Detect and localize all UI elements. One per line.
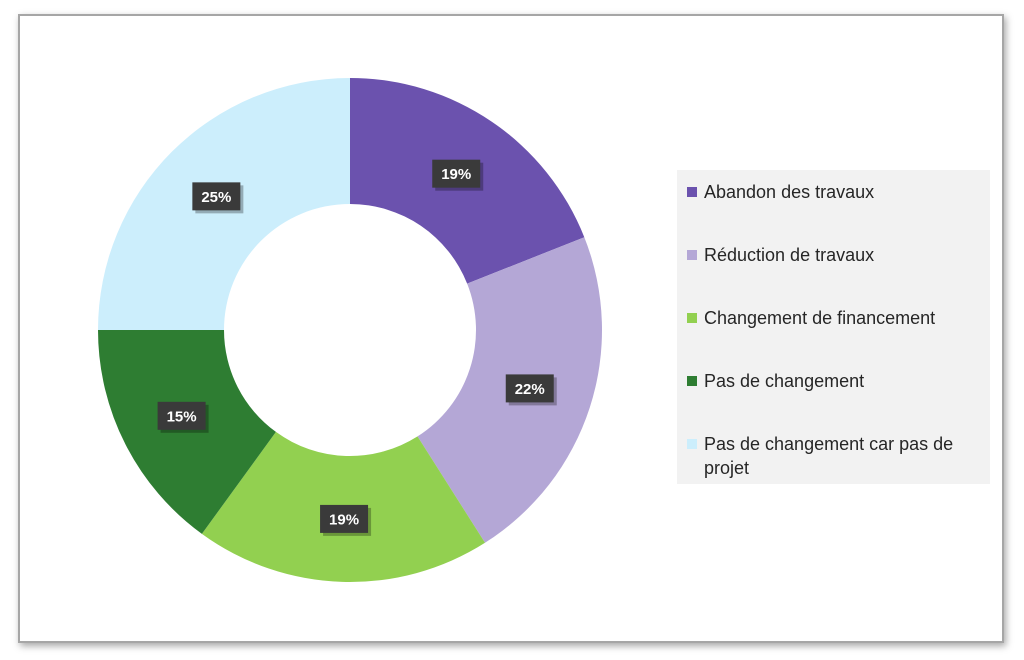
data-label-abandon: 19% — [432, 159, 484, 191]
data-label-box — [320, 504, 369, 533]
data-label-text: 19% — [329, 511, 359, 528]
donut-slice-pas-de-changement — [98, 330, 276, 534]
data-label-box — [505, 374, 554, 403]
legend: Abandon des travaux Réduction de travaux… — [677, 170, 990, 484]
legend-item-pas-de-projet: Pas de changement car pas de projet — [687, 432, 980, 480]
data-label-reduction: 22% — [505, 374, 557, 406]
data-label-pas-de-changement: 15% — [157, 401, 209, 433]
labels-layer: 19% 22% 19% 15% 25% — [157, 159, 557, 536]
legend-label: Réduction de travaux — [704, 245, 875, 265]
legend-item-abandon: Abandon des travaux — [687, 180, 980, 204]
legend-swatch — [687, 250, 697, 260]
data-label-text: 25% — [201, 189, 231, 206]
data-label-text: 15% — [167, 408, 197, 425]
legend-label: Pas de changement car pas de projet — [704, 434, 954, 478]
data-label-box — [157, 401, 206, 430]
legend-label: Pas de changement — [704, 371, 865, 391]
data-label-box — [432, 159, 481, 188]
legend-swatch — [687, 376, 697, 386]
data-label-changement-financement: 19% — [320, 504, 372, 536]
data-label-text: 19% — [441, 166, 471, 183]
legend-item-changement-financement: Changement de financement — [687, 306, 980, 330]
donut-chart: 19% 22% 19% 15% 25% — [98, 78, 602, 583]
legend-label: Changement de financement — [704, 308, 936, 328]
legend-swatch — [687, 313, 697, 323]
legend-label: Abandon des travaux — [704, 182, 875, 202]
legend-swatch — [687, 439, 697, 449]
legend-swatch — [687, 187, 697, 197]
chart-frame: 19% 22% 19% 15% 25% Abandon des travaux Rédu… — [18, 14, 1004, 643]
data-label-pas-de-projet: 25% — [192, 182, 244, 214]
legend-item-pas-de-changement: Pas de changement — [687, 369, 980, 393]
legend-item-reduction: Réduction de travaux — [687, 243, 980, 267]
data-label-box — [192, 182, 241, 211]
data-label-text: 22% — [515, 381, 545, 398]
